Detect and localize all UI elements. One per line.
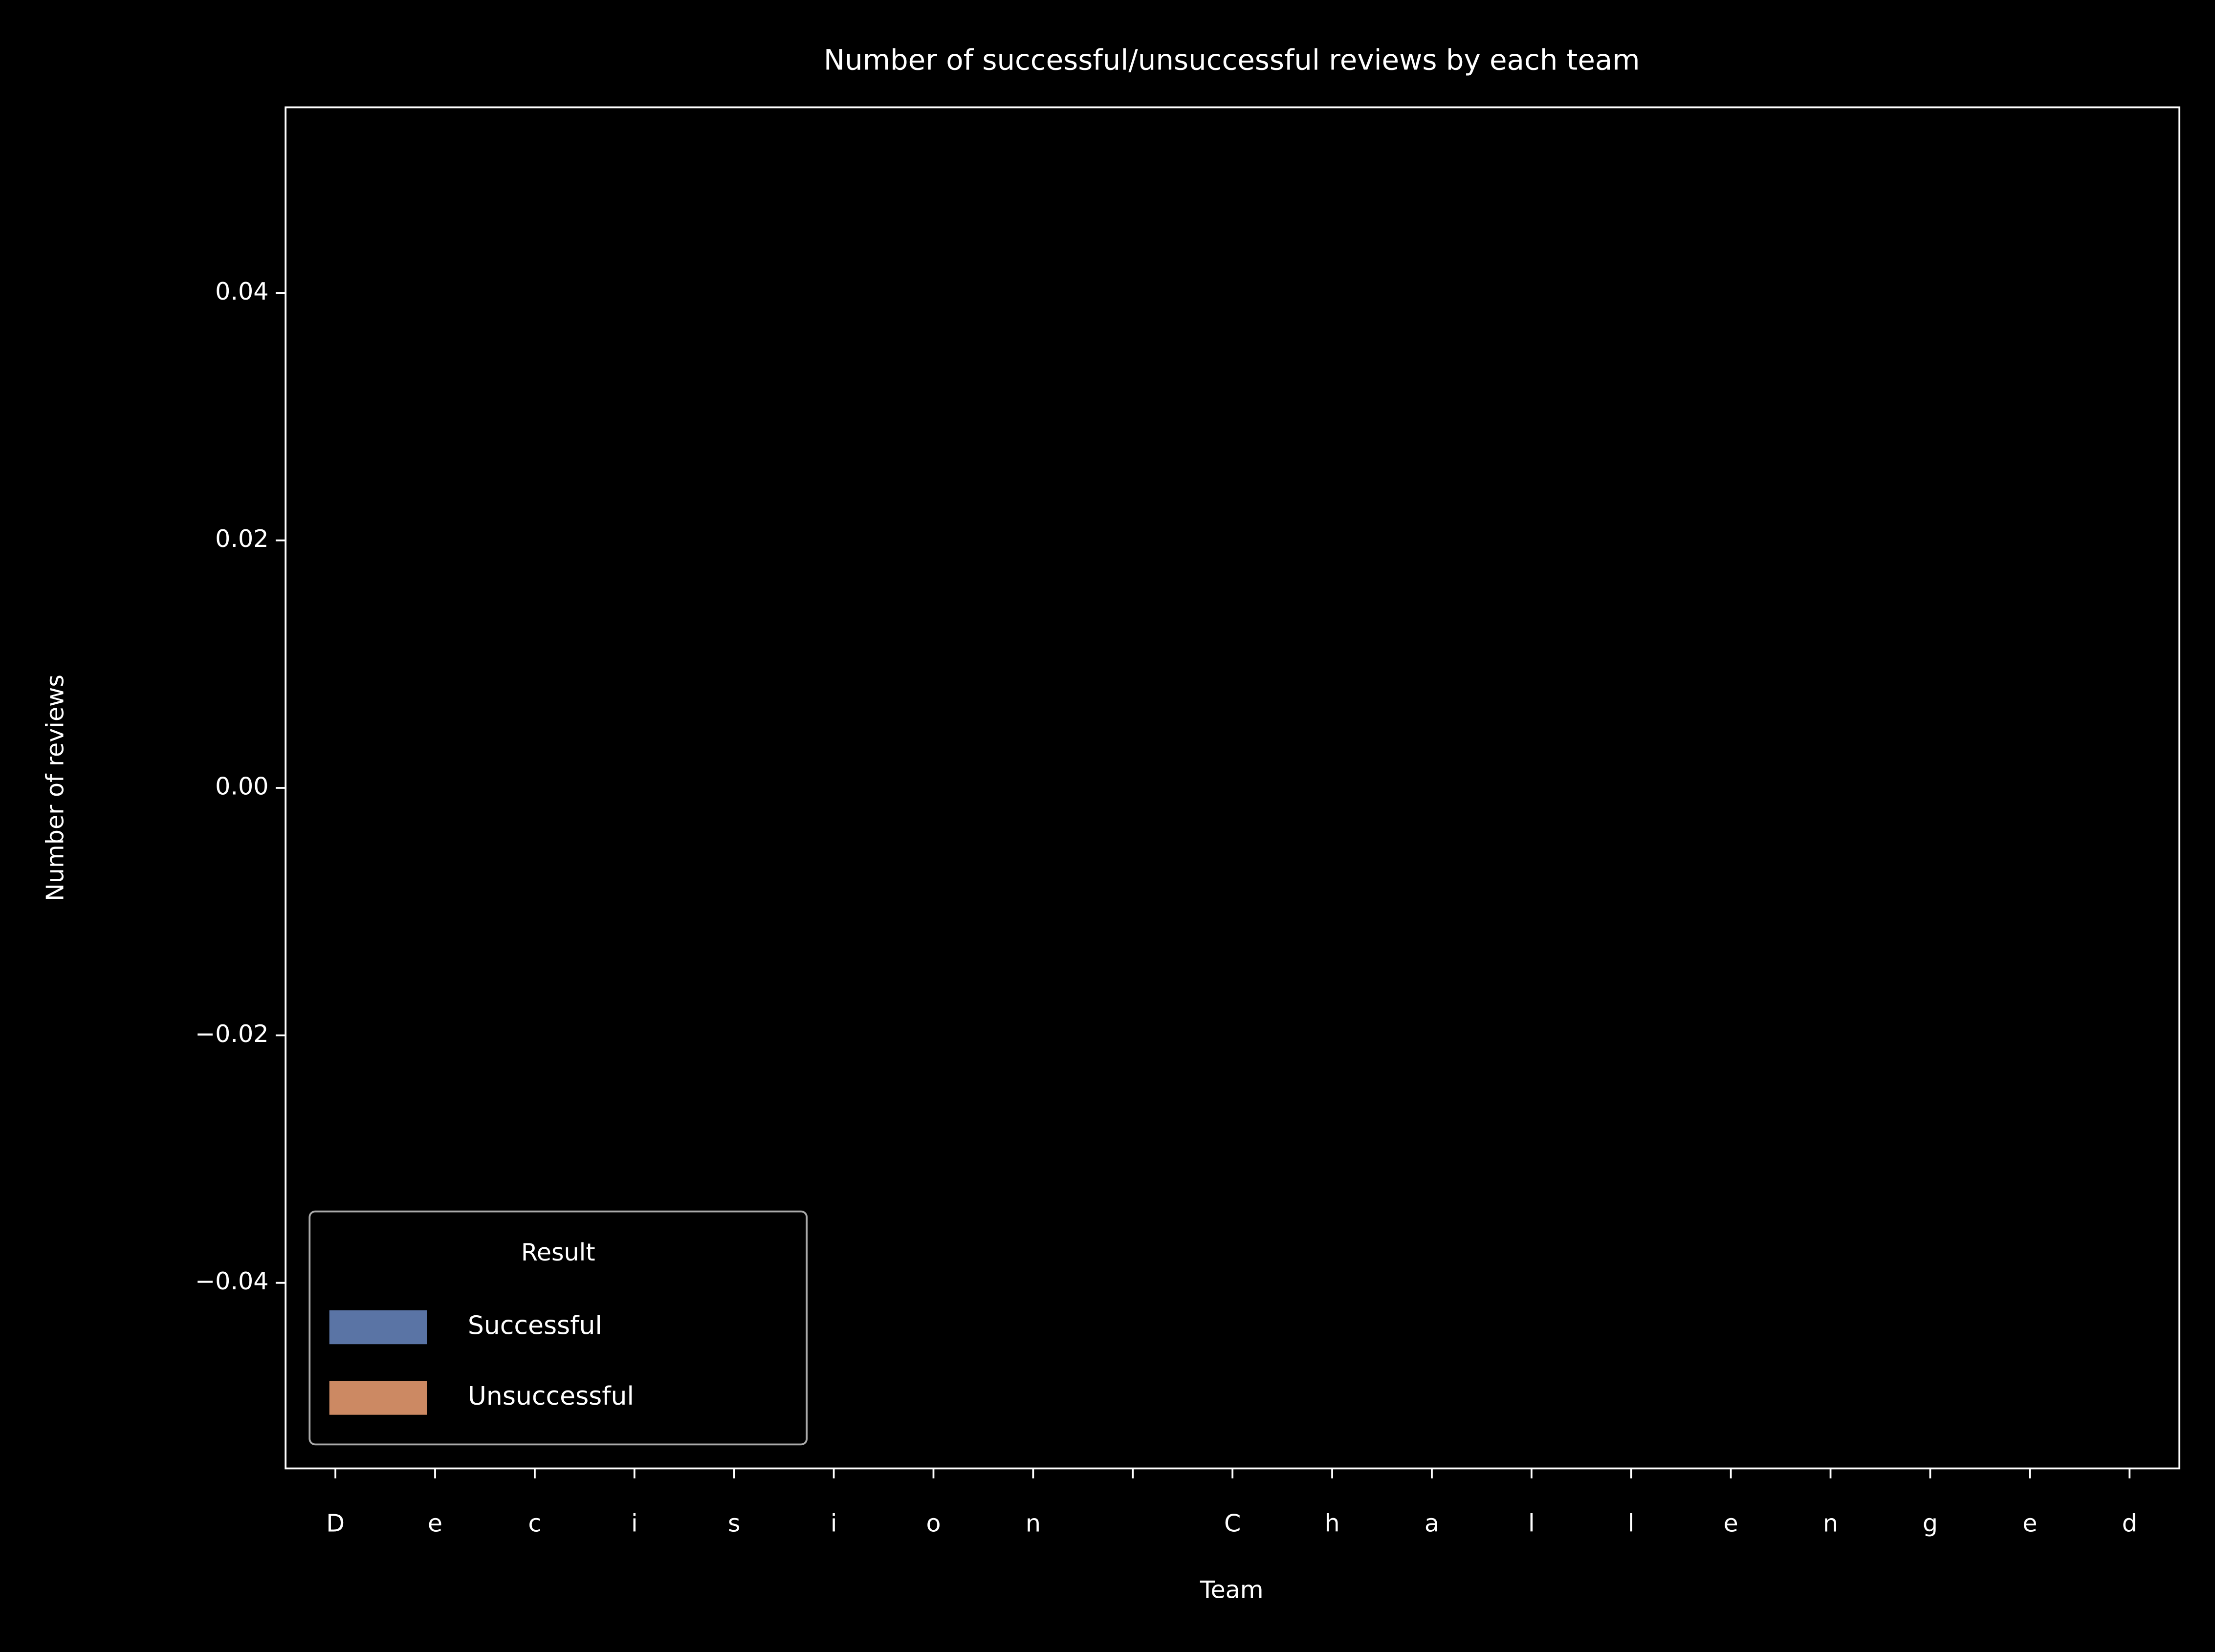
legend-title: Result [521,1238,595,1266]
x-tick-label: e [1724,1509,1738,1538]
x-tick-label: a [1425,1509,1439,1538]
x-tick-label: n [1026,1509,1041,1538]
legend-label: Unsuccessful [468,1382,634,1411]
x-tick-label: h [1324,1509,1339,1538]
x-tick-label: n [1823,1509,1838,1538]
x-tick-label: o [926,1509,941,1538]
x-tick-label: e [428,1509,442,1538]
y-tick-label: −0.04 [195,1267,269,1295]
legend-label: Successful [468,1311,602,1341]
x-tick-label: s [728,1509,741,1538]
legend-swatch [329,1310,427,1345]
legend-swatch [329,1381,427,1415]
x-tick-label: l [1628,1509,1635,1538]
y-tick-label: −0.02 [195,1020,269,1048]
x-tick-label: i [631,1509,638,1538]
x-tick-label: D [326,1509,345,1538]
chart-title: Number of successful/unsuccessful review… [824,43,1640,77]
x-tick-label: C [1224,1509,1241,1538]
x-tick-label: c [528,1509,541,1538]
y-tick-label: 0.00 [215,772,268,801]
x-tick-label: d [2122,1509,2137,1538]
x-tick-label: l [1528,1509,1535,1538]
y-axis-label: Number of reviews [41,674,69,901]
x-tick-label: e [2022,1509,2037,1538]
axes-frame [285,106,2181,1470]
y-tick-label: 0.04 [215,277,268,305]
x-axis-label: Team [1200,1575,1264,1604]
y-tick-label: 0.02 [215,524,268,553]
legend-box [308,1210,808,1446]
x-tick-label: g [1923,1509,1938,1538]
x-tick-label: i [831,1509,837,1538]
